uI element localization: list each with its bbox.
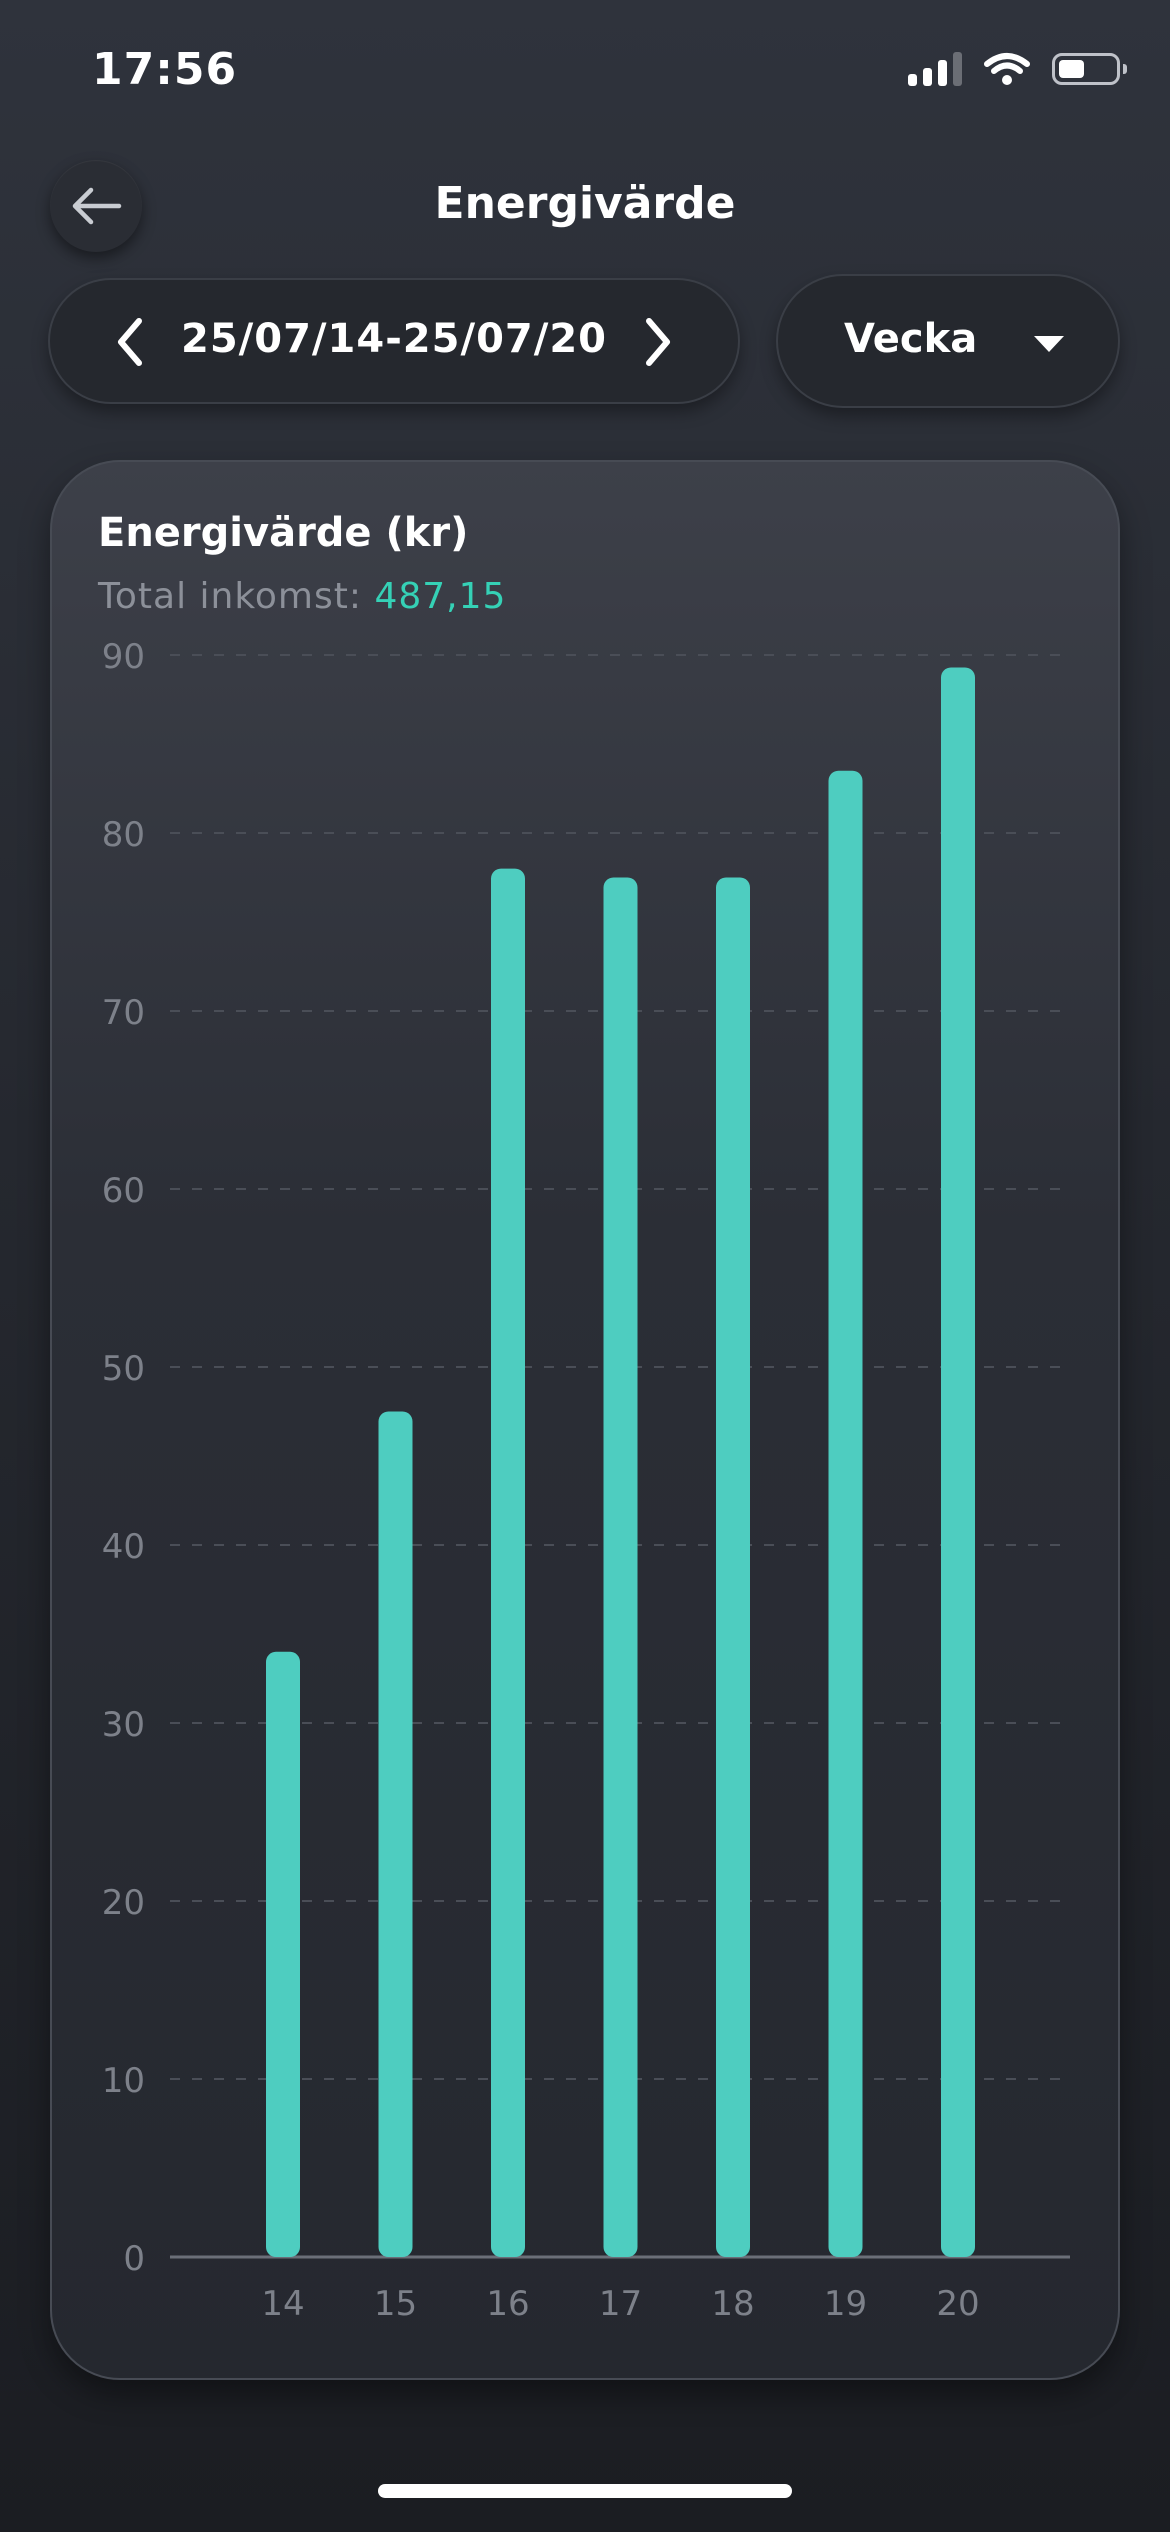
x-tick-label: 15 [374,2284,417,2324]
bar-17 [603,877,638,2257]
x-tick-label: 16 [486,2284,529,2324]
y-tick-label: 20 [102,1883,145,1923]
bar-chart: 0 10 20 30 40 50 60 70 80 90 14 15 16 17 18 19 20 [102,637,1070,2324]
battery-icon [1052,53,1127,85]
x-tick-label: 14 [261,2284,304,2324]
bar-19 [828,770,863,2258]
chevron-left-icon [118,318,142,366]
date-range-label: 25/07/14-25/07/20 [180,316,608,362]
period-dropdown-label: Vecka [844,316,978,362]
y-tick-label: 90 [102,637,145,677]
page-title: Energivärde [434,178,736,229]
cellular-signal-icon [908,52,962,86]
wifi-icon [984,53,1030,85]
home-indicator[interactable] [378,2484,792,2498]
y-tick-label: 70 [102,993,145,1033]
bar-20 [941,667,975,2258]
chart-title: Energivärde (kr) [98,510,469,556]
total-income: Total inkomst: 487,15 [98,576,506,617]
y-tick-label: 0 [123,2239,145,2279]
bar-14 [266,1651,300,2257]
y-tick-label: 40 [102,1527,145,1567]
y-tick-label: 50 [102,1349,145,1389]
period-dropdown[interactable]: Vecka [776,274,1120,408]
arrow-left-icon [72,187,122,225]
total-income-label: Total inkomst: [98,576,362,617]
y-tick-label: 30 [102,1705,145,1745]
status-time: 17:56 [92,44,238,95]
x-tick-label: 19 [824,2284,867,2324]
x-tick-label: 20 [936,2284,979,2324]
y-tick-label: 10 [102,2061,145,2101]
y-tick-label: 60 [102,1171,145,1211]
previous-period-button[interactable] [100,312,160,372]
x-tick-label: 18 [711,2284,754,2324]
status-icons [908,52,1127,86]
status-bar: 17:56 [0,0,1170,150]
back-button[interactable] [50,160,142,252]
next-period-button[interactable] [628,312,688,372]
total-income-value: 487,15 [374,576,507,617]
bar-16 [491,868,525,2257]
y-tick-label: 80 [102,815,145,855]
bar-15 [378,1411,413,2257]
bar-18 [716,877,750,2257]
date-range-selector: 25/07/14-25/07/20 [48,278,740,404]
x-tick-label: 17 [599,2284,642,2324]
caret-down-icon [1034,336,1064,352]
chevron-right-icon [646,318,670,366]
